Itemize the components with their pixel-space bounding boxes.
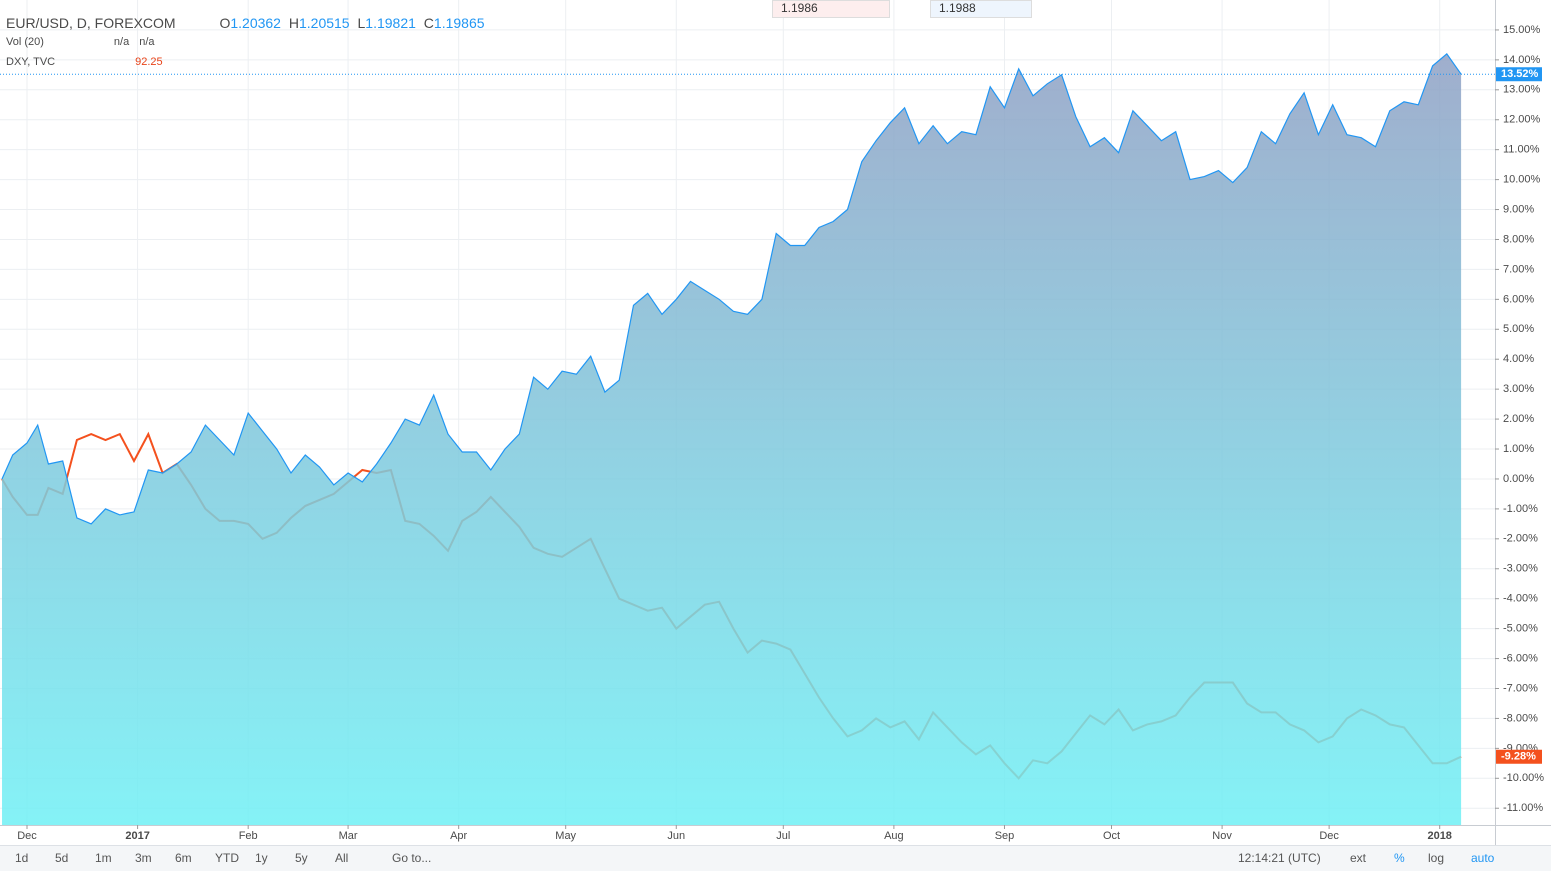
y-tick-label: 13.00% [1503,84,1541,96]
y-tick-label: 1.00% [1503,443,1534,455]
percent-toggle[interactable]: % [1394,851,1405,865]
last-value-label: 13.52% [1501,68,1539,80]
clock: 12:14:21 (UTC) [1238,851,1321,865]
y-tick-label: 14.00% [1503,54,1541,66]
sell-price: 1.1986 [781,1,818,15]
y-tick-label: 8.00% [1503,233,1534,245]
x-tick-label: Dec [17,830,37,842]
y-tick-label: 6.00% [1503,293,1534,305]
x-tick-label: Jun [667,830,685,842]
x-tick-label: Oct [1103,830,1120,842]
y-tick-label: 4.00% [1503,353,1534,365]
h-label: H [288,15,299,31]
compare-value: 92.25 [135,56,163,68]
y-tick-label: 0.00% [1503,473,1534,485]
close: 1.19865 [433,15,485,31]
legend-main: EUR/USD, D, FOREXCOM O1.20362 H1.20515 L… [6,15,489,31]
x-tick-label: Nov [1212,830,1232,842]
range-button[interactable]: 5d [55,851,69,865]
y-tick-label: 10.00% [1503,174,1541,186]
goto[interactable]: Go to... [392,851,432,865]
legend-compare: DXY, TVC 92.25 [6,56,167,68]
l-label: L [357,15,366,31]
buy-price: 1.1988 [939,1,976,15]
legend-vol: Vol (20) n/a n/a [6,36,159,48]
x-tick-label: 2018 [1427,830,1451,842]
vol-a: n/a [113,36,130,48]
compare-symbol: DXY, TVC [6,56,56,68]
y-tick-label: -3.00% [1503,563,1538,575]
low: 1.19821 [365,15,416,31]
x-tick-label: Mar [339,830,358,842]
toolbar: Go to... 12:14:21 (UTC) ext % log auto 1… [0,845,1551,871]
x-tick-label: Sep [995,830,1015,842]
range-button[interactable]: 1m [95,851,112,865]
log-toggle[interactable]: log [1428,851,1445,865]
y-tick-label: 12.00% [1503,114,1541,126]
main-line [1,53,1462,525]
y-tick-label: -4.00% [1503,593,1538,605]
x-tick-label: 2017 [125,830,149,842]
range-button[interactable]: 1d [15,851,29,865]
y-tick-label: 11.00% [1503,144,1540,156]
y-tick-label: -10.00% [1503,772,1544,784]
y-tick-label: 2.00% [1503,413,1534,425]
range-button[interactable]: 6m [175,851,192,865]
range-button[interactable]: All [335,851,349,865]
high: 1.20515 [298,15,350,31]
last-value-tag [1496,67,1542,82]
c-label: C [423,15,434,31]
y-tick-label: -2.00% [1503,533,1538,545]
y-tick-label: 15.00% [1503,24,1541,36]
ext-toggle[interactable]: ext [1350,851,1367,865]
sell-box[interactable]: 1.1986 [772,0,890,18]
y-tick-label: 9.00% [1503,203,1534,215]
last-value-label: -9.28% [1501,751,1536,763]
x-tick-label: Aug [884,830,904,842]
last-value-tag [1496,749,1542,764]
range-button[interactable]: 3m [135,851,152,865]
range-button[interactable]: 5y [295,851,308,865]
y-tick-label: -6.00% [1503,652,1538,664]
x-tick-label: Feb [239,830,258,842]
auto-toggle[interactable]: auto [1471,851,1495,865]
x-tick-label: May [555,830,576,842]
y-tick-label: -5.00% [1503,623,1538,635]
range-button[interactable]: 1y [255,851,268,865]
chart: 15.00% 14.00% 13.00% 12.00% 11.00% 10.00% 9.00… [0,0,1551,845]
y-tick-label: -8.00% [1503,712,1538,724]
y-tick-label: 5.00% [1503,323,1534,335]
y-tick-label: 7.00% [1503,263,1534,275]
y-tick-label: -11.00% [1503,802,1543,814]
o-label: O [219,15,231,31]
x-tick-label: Jul [776,830,790,842]
x-tick-label: Dec [1319,830,1339,842]
range-button[interactable]: YTD [215,851,239,865]
y-tick-label: -1.00% [1503,503,1538,515]
x-tick-label: Apr [450,830,467,842]
y-tick-label: 3.00% [1503,383,1534,395]
vol-b: n/a [139,36,155,48]
y-tick-label: -7.00% [1503,682,1538,694]
open: 1.20362 [230,15,281,31]
vol-label: Vol (20) [6,36,44,48]
area-fill [2,53,1462,825]
symbol: EUR/USD, D, FOREXCOM [6,15,176,31]
buy-box[interactable]: 1.1988 [930,0,1032,18]
